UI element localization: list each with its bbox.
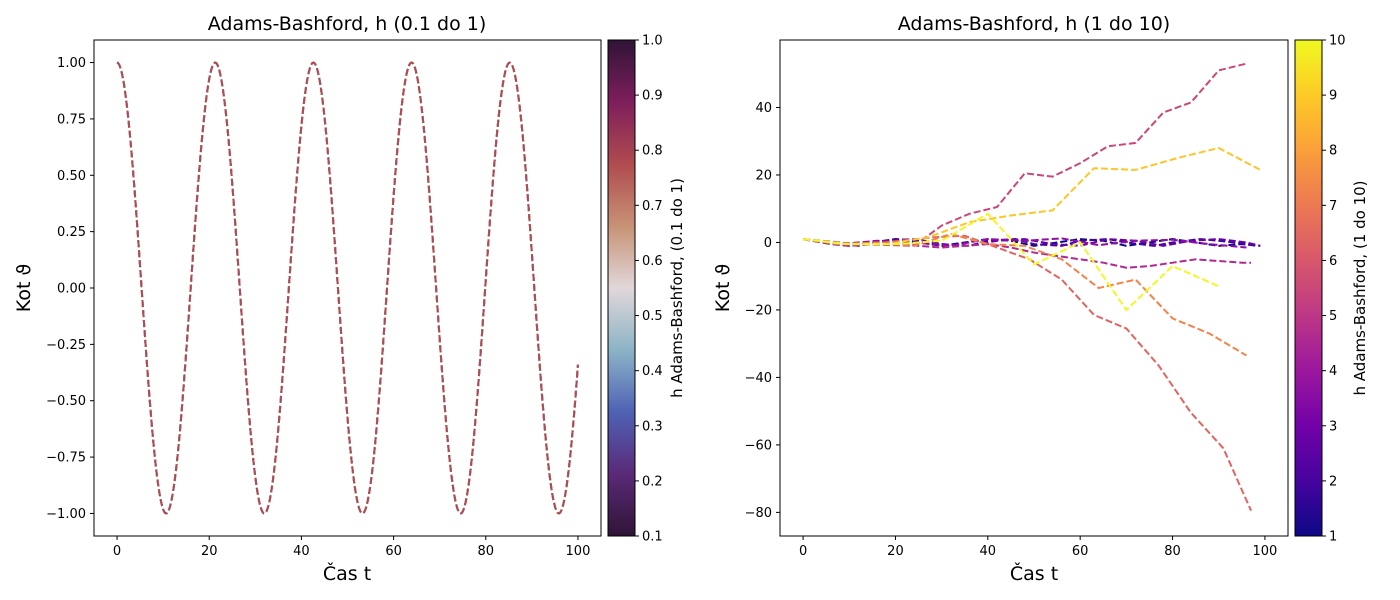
chart-right-title: Adams-Bashford, h (1 do 10) <box>898 13 1170 35</box>
colorbar-right-ticks: 1 2 3 4 5 6 7 8 9 10 <box>1322 34 1346 545</box>
colorbar-left-tick-label: 0.7 <box>642 199 663 214</box>
c2-x-tick-label: 0 <box>799 544 807 559</box>
chart-left-series-line <box>116 61 579 515</box>
c2-y-tick-label: 0 <box>764 236 772 251</box>
colorbar-right-tick-label: 5 <box>1329 309 1337 324</box>
chart-right-series-line-h10 <box>802 212 1220 312</box>
chart-right-y-axis: 40 20 0 −20 −40 −60 −80 <box>745 101 780 521</box>
c1-y-tick-label: 0.75 <box>57 112 86 127</box>
chart-right-series-line-h4 <box>802 237 1247 249</box>
chart-left-x-label: Čas t <box>323 561 371 585</box>
colorbar-left-tick-label: 0.2 <box>642 474 663 489</box>
colorbar-right-tick-label: 7 <box>1329 199 1337 214</box>
c1-x-tick-label: 20 <box>201 544 218 559</box>
colorbar-left-tick-label: 0.8 <box>642 144 663 159</box>
chart-left-colorbar: 0.1 0.2 0.3 0.4 0.5 0.6 0.7 0.8 0.9 1.0 h Adams-B… <box>607 34 686 545</box>
chart-right-plot-frame <box>779 39 1289 537</box>
c1-x-tick-label: 80 <box>477 544 494 559</box>
colorbar-right-gradient <box>1294 39 1323 537</box>
chart-right-x-axis: 0 20 40 60 80 100 <box>799 536 1277 559</box>
colorbar-right-tick-label: 2 <box>1329 474 1337 489</box>
chart-right-series-line-h2 <box>802 238 1256 247</box>
c1-y-tick-label: 1.00 <box>57 56 86 71</box>
colorbar-right-tick-label: 1 <box>1329 530 1337 545</box>
chart-right-series-line-h9 <box>802 146 1261 246</box>
c1-y-tick-label: −0.25 <box>46 338 86 353</box>
c2-y-tick-label: −80 <box>745 506 772 521</box>
chart-left-plot-frame <box>93 39 602 537</box>
c2-x-tick-label: 100 <box>1252 544 1277 559</box>
c2-y-tick-label: 40 <box>755 101 772 116</box>
c1-y-tick-label: −0.75 <box>46 451 86 466</box>
chart-left: Adams-Bashford, h (0.1 do 1) 0 20 40 60 80 10… <box>13 13 686 585</box>
colorbar-right-tick-label: 3 <box>1329 419 1337 434</box>
chart-right-series-line-h6 <box>802 62 1247 247</box>
colorbar-left-tick-label: 0.4 <box>642 364 663 379</box>
chart-right-series-line-h5 <box>802 238 1252 269</box>
chart-right-x-label: Čas t <box>1010 561 1058 585</box>
c1-x-tick-label: 60 <box>385 544 402 559</box>
colorbar-right-tick-label: 10 <box>1329 34 1346 49</box>
chart-right-y-label: Kot ϑ <box>712 264 734 312</box>
colorbar-right-tick-label: 6 <box>1329 254 1337 269</box>
colorbar-right-tick-label: 4 <box>1329 364 1337 379</box>
chart-right: Adams-Bashford, h (1 do 10) 0 20 40 60 80 100… <box>712 13 1369 585</box>
colorbar-right-tick-label: 9 <box>1329 89 1337 104</box>
c2-y-tick-label: −60 <box>745 438 772 453</box>
colorbar-right-label: h Adams-Bashford, (1 do 10) <box>1351 180 1369 395</box>
chart-right-colorbar: 1 2 3 4 5 6 7 8 9 10 h Adams-Bashford, (1 do 10) <box>1294 34 1369 545</box>
c1-y-tick-label: 0.25 <box>57 225 86 240</box>
c2-x-tick-label: 60 <box>1072 544 1089 559</box>
chart-left-y-label: Kot ϑ <box>13 264 35 312</box>
c2-x-tick-label: 40 <box>980 544 997 559</box>
c2-y-tick-label: −20 <box>745 303 772 318</box>
c1-y-tick-label: −1.00 <box>46 507 86 522</box>
c1-y-tick-label: 0.50 <box>57 169 86 184</box>
c2-y-tick-label: −40 <box>745 371 772 386</box>
colorbar-left-gradient <box>607 39 636 537</box>
c1-x-tick-label: 100 <box>566 544 591 559</box>
colorbar-left-tick-label: 0.5 <box>642 309 663 324</box>
colorbar-left-label: h Adams-Bashford, (0.1 do 1) <box>668 178 686 398</box>
colorbar-right-tick-label: 8 <box>1329 144 1337 159</box>
chart-left-series-line <box>116 61 579 515</box>
colorbar-left-tick-label: 1.0 <box>642 34 663 49</box>
chart-left-title: Adams-Bashford, h (0.1 do 1) <box>208 13 486 35</box>
c1-x-tick-label: 40 <box>293 544 310 559</box>
chart-left-y-axis: 1.00 0.75 0.50 0.25 0.00 −0.25 −0.50 −0.75 −1.00 <box>46 56 94 522</box>
chart-left-x-axis: 0 20 40 60 80 100 <box>113 536 590 559</box>
c2-x-tick-label: 20 <box>887 544 904 559</box>
chart-right-series-line-h7 <box>802 234 1252 512</box>
c2-x-tick-label: 80 <box>1164 544 1181 559</box>
chart-right-series-line-h3 <box>802 238 1261 247</box>
colorbar-left-ticks: 0.1 0.2 0.3 0.4 0.5 0.6 0.7 0.8 0.9 1.0 <box>635 34 663 545</box>
chart-right-series-line-h1 <box>802 238 1261 247</box>
chart-left-series <box>116 61 579 515</box>
c1-y-tick-label: −0.50 <box>46 394 86 409</box>
c1-y-tick-label: 0.00 <box>57 282 86 297</box>
chart-right-series-line-h8 <box>802 232 1247 357</box>
c1-x-tick-label: 0 <box>113 544 121 559</box>
colorbar-left-tick-label: 0.9 <box>642 89 663 104</box>
colorbar-left-tick-label: 0.6 <box>642 254 663 269</box>
chart-left-series-line <box>116 61 579 515</box>
c2-y-tick-label: 20 <box>755 168 772 183</box>
chart-right-series <box>802 62 1261 512</box>
colorbar-left-tick-label: 0.1 <box>642 530 663 545</box>
chart-left-series-line <box>116 61 579 515</box>
colorbar-left-tick-label: 0.3 <box>642 419 663 434</box>
